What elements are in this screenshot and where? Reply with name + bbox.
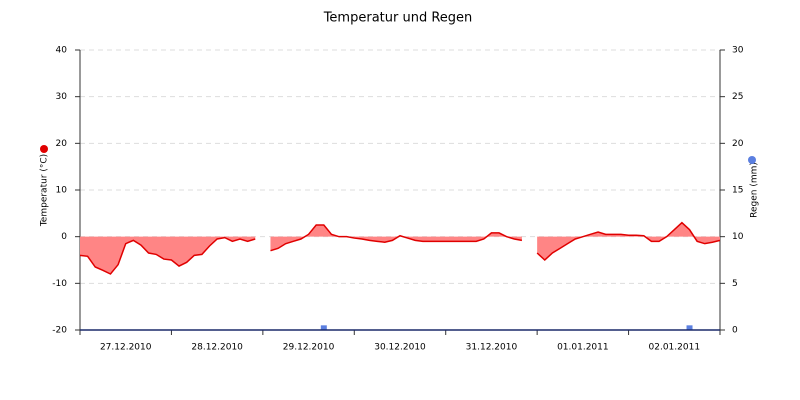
y2-tick-label: 15 <box>732 186 743 196</box>
y-tick-label: 30 <box>56 92 68 102</box>
y-tick-label: 40 <box>56 46 68 56</box>
rain-bar <box>320 325 327 330</box>
y2-tick-label: 20 <box>732 139 744 149</box>
area-fill <box>80 236 256 274</box>
x-tick-label: 27.12.2010 <box>100 343 152 353</box>
y2-tick-label: 25 <box>732 92 743 102</box>
temperature-line <box>79 221 721 275</box>
y-axis-label: Temperatur (°C) <box>40 154 50 227</box>
x-tick-label: 30.12.2010 <box>374 343 426 353</box>
y2-tick-label: 0 <box>732 326 738 336</box>
x-tick-label: 01.01.2011 <box>557 343 609 353</box>
y-tick-label: 20 <box>56 139 68 149</box>
x-tick-label: 02.01.2011 <box>649 343 701 353</box>
y2-tick-label: 30 <box>732 46 744 56</box>
x-tick-label: 29.12.2010 <box>283 343 335 353</box>
y-tick-label: -10 <box>52 279 67 289</box>
series-color-dot <box>748 156 756 164</box>
y-tick-label: 0 <box>61 232 67 242</box>
y2-axis-label: Regen (mm) <box>750 162 760 218</box>
y2-tick-label: 5 <box>732 279 738 289</box>
rain-bar <box>686 325 693 330</box>
chart-title: Temperatur und Regen <box>323 11 473 26</box>
area-fill <box>537 222 720 260</box>
x-tick-label: 28.12.2010 <box>191 343 243 353</box>
y2-tick-label: 10 <box>732 232 744 242</box>
y-tick-label: -20 <box>52 326 67 336</box>
x-tick-label: 31.12.2010 <box>466 343 518 353</box>
series-color-dot <box>40 145 48 153</box>
y-tick-label: 10 <box>56 186 68 196</box>
